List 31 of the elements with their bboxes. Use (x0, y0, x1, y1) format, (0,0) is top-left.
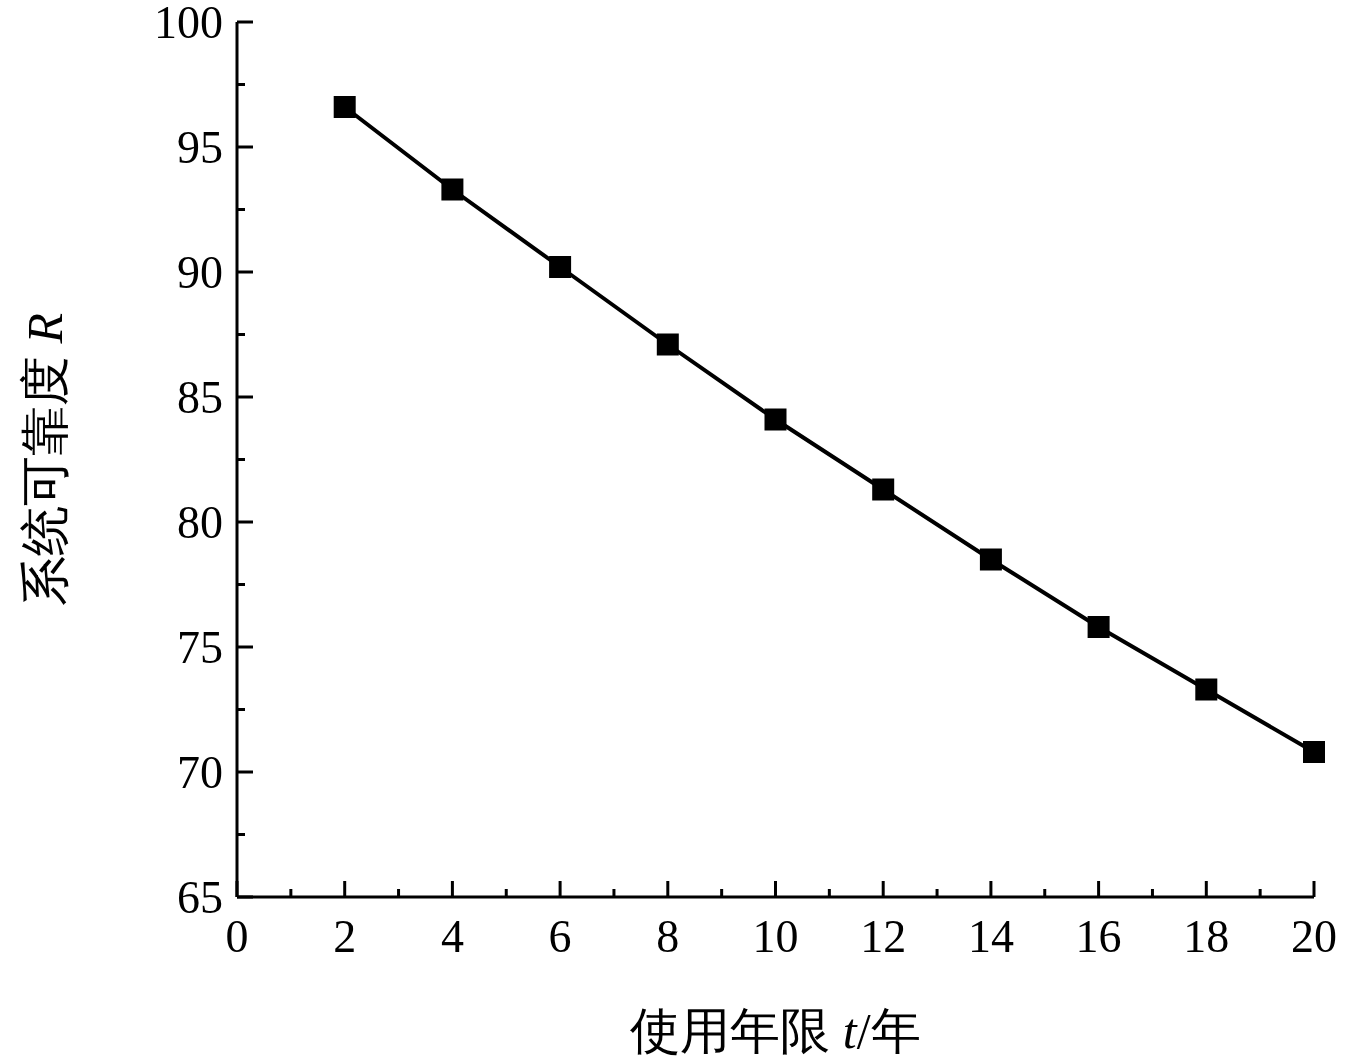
y-tick-label: 95 (177, 122, 223, 174)
x-tick-label: 4 (440, 911, 464, 962)
point (764, 408, 787, 431)
point (1303, 741, 1325, 763)
y-tick-label: 75 (177, 622, 223, 674)
x-tick-label: 0 (225, 911, 249, 962)
y-tick-label: 70 (177, 747, 223, 799)
y-tick-label: 90 (177, 247, 223, 299)
x-tick-label: 10 (752, 911, 799, 962)
point (1195, 678, 1218, 701)
y-tick-label: 65 (177, 872, 223, 924)
x-tick-label: 6 (548, 911, 572, 962)
point (441, 178, 464, 201)
y-tick-label: 85 (177, 372, 223, 424)
y-tick-label: 100 (154, 0, 223, 49)
point (656, 333, 679, 356)
x-axis-title: 使用年限 t/年 (630, 1003, 921, 1059)
y-tick-label: 80 (177, 497, 223, 549)
x-tick-label: 16 (1075, 911, 1122, 962)
x-tick-label: 8 (656, 911, 680, 962)
point (549, 256, 572, 278)
point (872, 478, 895, 501)
point (979, 548, 1002, 571)
x-tick-label: 12 (860, 911, 907, 962)
point (1087, 616, 1110, 638)
point (333, 96, 356, 118)
x-tick-label: 14 (967, 911, 1014, 962)
x-tick-label: 20 (1291, 911, 1337, 962)
y-axis-title: 系统可靠度 R (17, 312, 73, 607)
x-tick-label: 2 (333, 911, 357, 962)
x-tick-label: 18 (1183, 911, 1230, 962)
